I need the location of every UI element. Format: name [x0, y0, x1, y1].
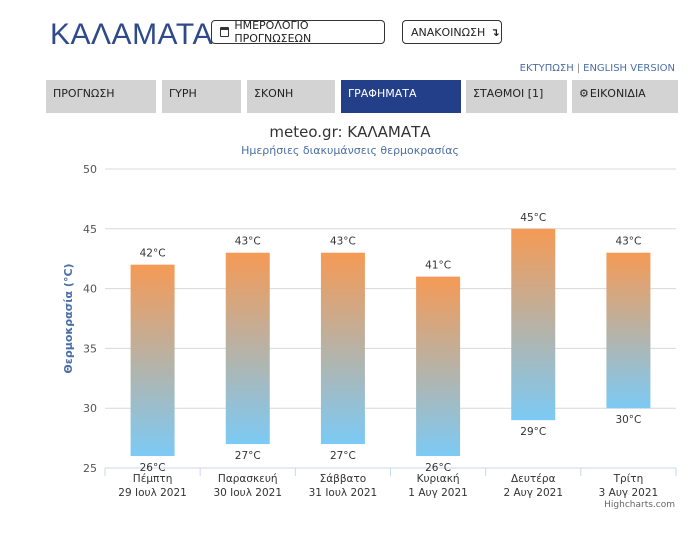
- max-temp-label: 43°C: [615, 236, 641, 248]
- chart-title: meteo.gr: ΚΑΛΑΜΑΤΑ: [269, 123, 431, 141]
- tab-stations[interactable]: ΣΤΑΘΜΟΙ [1]: [466, 80, 567, 113]
- y-tick-label: 50: [83, 163, 97, 176]
- tab-dust-label: ΣΚΟΝΗ: [254, 87, 294, 100]
- tab-stations-label: ΣΤΑΘΜΟΙ [1]: [473, 87, 544, 100]
- max-temp-label: 41°C: [425, 260, 451, 272]
- tab-widgets[interactable]: ⚙ΕΙΚΟΝΙΔΙΑ: [572, 80, 678, 113]
- tab-dust[interactable]: ΣΚΟΝΗ: [247, 80, 335, 113]
- calendar-icon: [220, 27, 230, 37]
- temperature-range-bar[interactable]: [606, 252, 651, 409]
- max-temp-label: 43°C: [330, 236, 356, 248]
- temperature-range-bar[interactable]: [416, 276, 461, 457]
- max-temp-label: 42°C: [140, 248, 166, 260]
- x-tick-date: 31 Ιουλ 2021: [309, 487, 378, 499]
- tab-forecast[interactable]: ΠΡΟΓΝΩΣΗ: [46, 80, 156, 113]
- y-tick-label: 40: [83, 283, 97, 296]
- min-temp-label: 27°C: [330, 450, 356, 462]
- city-title: ΚΑΛΑΜΑΤΑ: [50, 18, 213, 51]
- x-tick-date: 1 Αυγ 2021: [408, 487, 468, 499]
- chart-subtitle: Ημερήσιες διακυμάνσεις θερμοκρασίας: [241, 144, 459, 157]
- tab-forecast-label: ΠΡΟΓΝΩΣΗ: [53, 87, 115, 100]
- y-tick-label: 30: [83, 402, 97, 415]
- x-tick-date: 29 Ιουλ 2021: [118, 487, 187, 499]
- tab-bar: ΠΡΟΓΝΩΣΗ ΓΥΡΗ ΣΚΟΝΗ ΓΡΑΦΗΜΑΤΑ ΣΤΑΘΜΟΙ [1…: [0, 80, 700, 113]
- x-tick-day: Σάββατο: [320, 473, 367, 485]
- tab-charts[interactable]: ΓΡΑΦΗΜΑΤΑ: [341, 80, 461, 113]
- x-tick-date: 2 Αυγ 2021: [503, 487, 563, 499]
- min-temp-label: 30°C: [615, 414, 641, 426]
- min-temp-label: 27°C: [235, 450, 261, 462]
- highcharts-credits[interactable]: Highcharts.com: [604, 500, 675, 510]
- forecast-calendar-label: ΗΜΕΡΟΛΟΓΙΟ ΠΡΟΓΝΩΣΕΩΝ: [234, 19, 312, 45]
- print-link[interactable]: ΕΚΤΥΠΩΣΗ: [519, 63, 574, 74]
- x-tick-date: 3 Αυγ 2021: [599, 487, 659, 499]
- min-temp-label: 29°C: [520, 426, 546, 438]
- y-tick-label: 45: [83, 223, 97, 236]
- x-tick-date: 30 Ιουλ 2021: [213, 487, 282, 499]
- x-tick-day: Παρασκευή: [218, 473, 278, 485]
- min-temp-label: 26°C: [140, 462, 166, 474]
- y-axis-title: Θερμοκρασία (°C): [62, 263, 75, 373]
- max-temp-label: 45°C: [520, 212, 546, 224]
- x-tick-day: Κυριακή: [417, 473, 460, 485]
- x-tick-day: Πέμπτη: [133, 473, 173, 485]
- forecast-calendar-button[interactable]: ΗΜΕΡΟΛΟΓΙΟ ΠΡΟΓΝΩΣΕΩΝ: [211, 19, 385, 45]
- gear-icon: ⚙: [579, 87, 589, 100]
- temperature-range-bar[interactable]: [130, 264, 175, 457]
- announcement-button[interactable]: ΑΝΑΚΟΙΝΩΣΗ ↴: [402, 20, 502, 44]
- tab-pollen-label: ΓΥΡΗ: [169, 87, 197, 100]
- x-tick-day: Τρίτη: [613, 473, 644, 485]
- tab-pollen[interactable]: ΓΥΡΗ: [162, 80, 241, 113]
- min-temp-label: 26°C: [425, 462, 451, 474]
- temperature-range-bar[interactable]: [320, 252, 365, 445]
- temperature-range-bar[interactable]: [225, 252, 270, 445]
- temperature-range-bar[interactable]: [511, 228, 556, 421]
- tab-charts-label: ΓΡΑΦΗΜΑΤΑ: [348, 87, 417, 100]
- max-temp-label: 43°C: [235, 236, 261, 248]
- arrow-down-icon: ↴: [490, 25, 500, 39]
- top-links: ΕΚΤΥΠΩΣΗ | ENGLISH VERSION: [520, 63, 675, 74]
- announcement-label: ΑΝΑΚΟΙΝΩΣΗ: [411, 25, 486, 39]
- y-tick-label: 35: [83, 342, 97, 355]
- x-tick-day: Δευτέρα: [511, 473, 556, 485]
- english-version-link[interactable]: ENGLISH VERSION: [583, 63, 675, 74]
- y-tick-label: 25: [83, 462, 97, 475]
- link-separator: |: [576, 63, 581, 74]
- tab-widgets-label: ΕΙΚΟΝΙΔΙΑ: [589, 87, 646, 100]
